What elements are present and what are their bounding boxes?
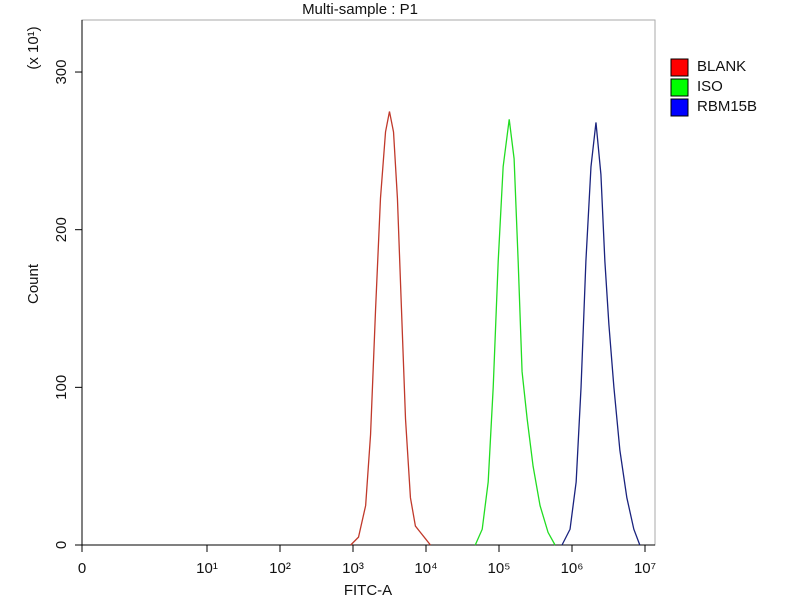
x-tick-label: 0 bbox=[78, 560, 86, 577]
y-tick-label: 100 bbox=[53, 375, 70, 400]
chart-title: Multi-sample : P1 bbox=[302, 1, 418, 18]
x-tick-label: 10⁴ bbox=[414, 560, 437, 577]
x-tick-label: 10⁷ bbox=[634, 560, 656, 577]
series-line bbox=[561, 122, 641, 546]
legend-swatch bbox=[670, 58, 689, 77]
legend-label: RBM15B bbox=[697, 98, 757, 115]
y-tick-label: 0 bbox=[53, 541, 70, 549]
y-axis-label: Count bbox=[25, 263, 42, 304]
legend-swatch bbox=[670, 78, 689, 97]
x-tick-label: 10³ bbox=[342, 560, 364, 577]
x-tick-label: 10¹ bbox=[196, 560, 218, 577]
y-tick-label: 300 bbox=[53, 60, 70, 85]
x-tick-label: 10⁶ bbox=[561, 560, 584, 577]
series-line bbox=[474, 119, 556, 546]
legend-swatch bbox=[670, 98, 689, 117]
x-tick-label: 10⁵ bbox=[488, 560, 511, 577]
x-tick-label: 10² bbox=[269, 560, 291, 577]
legend-label: ISO bbox=[697, 78, 723, 95]
y-tick-label: 200 bbox=[53, 217, 70, 242]
series-line bbox=[350, 111, 431, 546]
x-axis-label: FITC-A bbox=[344, 582, 392, 599]
legend-label: BLANK bbox=[697, 58, 746, 75]
y-multiplier: (x 10¹) bbox=[25, 26, 42, 69]
